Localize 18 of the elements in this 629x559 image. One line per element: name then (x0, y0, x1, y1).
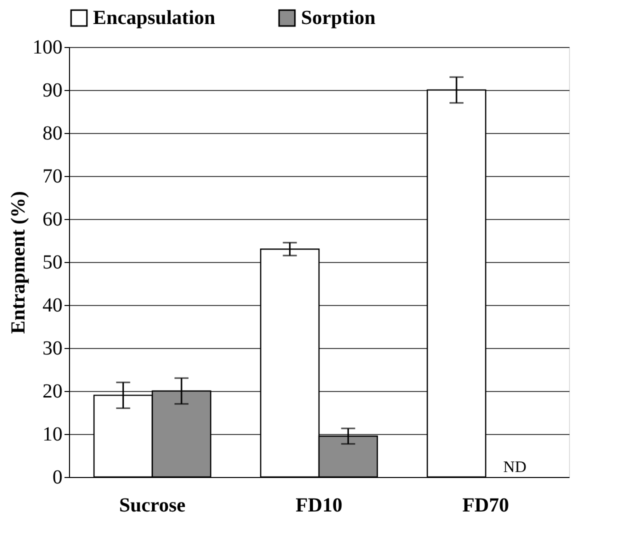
y-tick-label: 100 (32, 36, 62, 58)
y-tick-label: 0 (52, 466, 62, 488)
y-tick-label: 10 (42, 424, 62, 446)
legend-label: Sorption (301, 7, 376, 30)
y-tick-label: 40 (42, 294, 62, 316)
y-tick-label: 30 (42, 338, 62, 360)
y-tick-label: 90 (42, 80, 62, 102)
y-tick-label: 20 (42, 380, 62, 402)
y-axis-title: Entrapment (%) (8, 191, 30, 334)
x-tick-label: FD10 (296, 494, 342, 516)
x-tick-label: FD70 (462, 494, 510, 516)
x-tick-label: Sucrose (119, 494, 186, 516)
y-tick-label: 60 (42, 208, 62, 230)
y-tick-label: 70 (42, 166, 62, 188)
y-tick-label: 50 (42, 252, 62, 274)
y-tick-label: 80 (42, 122, 62, 144)
annotation: ND (503, 459, 526, 476)
legend-label: Encapsulation (93, 7, 216, 30)
